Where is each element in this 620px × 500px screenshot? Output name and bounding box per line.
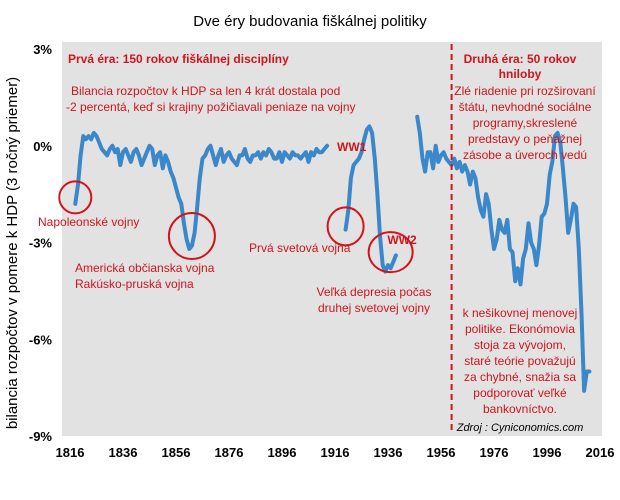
x-tick-label: 1936 [374,445,403,460]
monetary-note-line: podporovať veľké [473,386,567,400]
x-tick-label: 1956 [427,445,456,460]
axes: 3% 0% -3% -6% -9%1816 1836 1856 1876 1896 1916 193… [29,42,615,460]
y-tick-label: 3% [33,42,52,57]
ww2-circle [367,231,414,274]
series-line-1 [73,130,330,251]
annotations: Prvá éra: 150 rokov fiškálnej disciplíny… [38,52,596,434]
y-tick-label: -9% [29,429,53,444]
ww1-circle [326,206,365,247]
x-tick-label: 1916 [321,445,350,460]
intro-note-line-1: Bilancia rozpočtov k HDP sa len 4 krát d… [71,84,340,98]
x-tick-label: 1876 [215,445,244,460]
data-lines [73,114,592,393]
series-line-2 [343,124,398,274]
austro-prussian-war-label: Rakúsko-pruská vojna [75,277,194,291]
second-era-note-line: zásobe a úveroch vedú [463,148,587,162]
era-2-title-line-2: hniloby [499,67,542,81]
intro-note-line-2: -2 percentá, keď si krajiny požičiavali … [66,100,356,114]
ww2-tag: WW2 [387,233,417,247]
era-2-title-line-1: Druhá éra: 50 rokov [464,52,577,66]
monetary-note-line: k nešikovnej menovej [463,306,578,320]
era-1-title: Prvá éra: 150 rokov fiškálnej disciplíny [68,52,289,66]
x-tick-label: 1996 [533,445,562,460]
series-line-3 [415,114,592,393]
x-tick-label: 1976 [480,445,509,460]
x-tick-label: 1896 [268,445,297,460]
civil-war-circle [167,212,216,261]
y-tick-label: 0% [33,139,52,154]
x-tick-label: 1836 [109,445,138,460]
y-tick-label: -3% [29,236,53,251]
ww1-tag: WW1 [337,140,367,154]
x-tick-label: 1816 [56,445,85,460]
depression-label-line-2: druhej svetovej vojny [318,301,430,315]
second-era-note-line: predstavy o peňažnej [468,132,582,146]
napoleon-circle [58,180,93,215]
second-era-note-line: štátu, nevhodné sociálne [459,100,592,114]
monetary-note-line: stoja za vývojom, [474,338,566,352]
second-era-note-line: programy,skreslené [473,116,578,130]
civil-war-label: Americká občianska vojna [75,261,215,275]
second-era-note-line: Zlé riadenie pri rozširovaní [454,84,596,98]
highlight-circles [58,180,414,274]
x-tick-label: 1856 [162,445,191,460]
monetary-note-line: bankovníctvo. [483,402,557,416]
y-tick-label: -6% [29,332,53,347]
monetary-note-line: politike. Ekonómovia [465,322,575,336]
ww1-label: Prvá svetová vojna [249,241,351,255]
chart-title: Dve éry budovania fiškálnej politiky [193,13,427,30]
depression-label-line-1: Veľká depresia počas [317,285,432,299]
x-tick-label: 2016 [586,445,615,460]
napoleon-wars-label: Napoleonské vojny [38,215,139,229]
monetary-note-line: za chybné, snažia sa [464,370,576,384]
y-axis-label: bilancia rozpočtov v pomere k HDP (3 roč… [4,77,21,429]
source-note: Zdroj : Cyniconomics.com [456,422,584,434]
monetary-note-line: staré teórie považujú [464,354,575,368]
